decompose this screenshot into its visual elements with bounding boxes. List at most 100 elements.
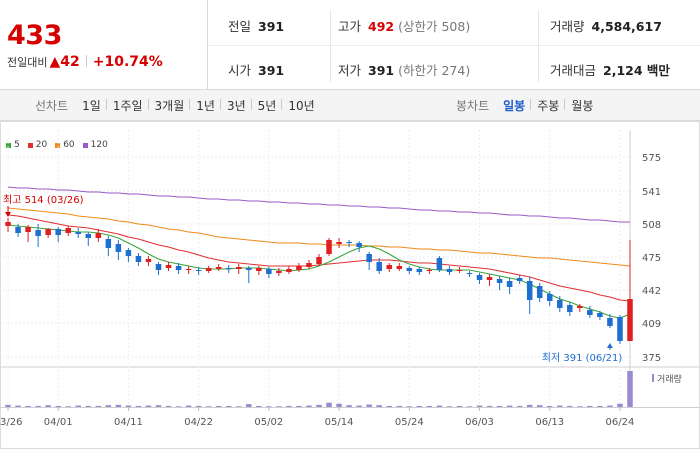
volume-bar	[35, 405, 41, 407]
volume-bar	[406, 406, 413, 407]
quote-header: 433 전일대비 ▲42 +10.74% 전일 391 고가 492 (상한가 508) …	[0, 0, 700, 90]
stat-label: 전일	[228, 19, 252, 34]
ma-legend: 5 20 60 120	[6, 140, 116, 150]
up-arrow-icon: ▲	[49, 54, 61, 70]
candle-body	[15, 227, 21, 233]
stat-low: 저가 391 (하한가 274)	[338, 60, 470, 79]
candle-body	[235, 267, 242, 269]
volume-bar	[486, 405, 493, 407]
change-percent: +10.74%	[92, 54, 163, 70]
y-tick-label: 508	[642, 220, 661, 231]
stat-label: 거래대금	[550, 63, 597, 78]
legend-ma120: 120	[82, 140, 108, 150]
candle-body	[597, 313, 603, 317]
tab-daily[interactable]: 일봉	[503, 99, 526, 113]
candle-body	[627, 299, 633, 341]
lower-limit: (하한가 274)	[398, 63, 471, 78]
x-tick-label: 03/26	[0, 417, 22, 428]
volume-bar	[446, 406, 453, 407]
candle-body	[486, 277, 493, 280]
volume-bar	[366, 404, 372, 407]
candle-body	[45, 229, 51, 235]
tab-weekly[interactable]: 주봉	[530, 97, 565, 114]
volume-bar	[597, 405, 603, 407]
candle-body	[115, 244, 122, 252]
candle-body	[466, 273, 473, 274]
candle-body	[577, 306, 583, 308]
candle-body	[195, 270, 202, 271]
candle-body	[85, 234, 92, 238]
volume-bar	[165, 405, 172, 407]
volume-bar	[5, 404, 11, 407]
volume-bar	[346, 405, 352, 407]
volume-bar	[436, 405, 443, 407]
volume-bar	[607, 405, 613, 407]
volume-bar	[276, 406, 282, 407]
volume-bar	[356, 405, 362, 407]
volume-bar	[456, 405, 463, 407]
tab-monthly[interactable]: 월봉	[564, 97, 599, 114]
divider	[330, 10, 331, 82]
change-label: 전일대비	[7, 56, 48, 69]
volume-bar	[45, 405, 51, 407]
candle-body	[536, 286, 543, 298]
candle-body	[416, 269, 423, 272]
x-tick-label: 04/22	[184, 417, 213, 428]
volume-bar	[316, 404, 322, 407]
tab-5y[interactable]: 5년	[250, 97, 283, 114]
x-axis: 03/26 04/01 04/11 04/22 05/02 05/14 05/24 06/03…	[0, 407, 634, 428]
volume-bar	[516, 405, 523, 407]
candle-body	[135, 256, 142, 262]
volume-bar	[617, 403, 623, 407]
stat-volume: 거래량 4,584,617	[550, 16, 662, 35]
volume-bar	[25, 405, 31, 407]
candle-body	[516, 278, 523, 281]
tab-1w[interactable]: 1주일	[105, 97, 149, 114]
candle-chart-title: 봉차트	[456, 99, 490, 113]
candle-body	[587, 310, 593, 315]
tab-1y[interactable]: 1년	[189, 97, 221, 114]
volume-bar	[15, 405, 21, 407]
candle-body	[225, 268, 232, 269]
y-tick-label: 575	[642, 153, 661, 164]
volume-bar	[135, 405, 142, 407]
change-row: 전일대비 ▲42 +10.74%	[7, 54, 163, 70]
candle-body	[286, 269, 292, 272]
candle-chart-tabs: 봉차트 일봉 주봉 월봉	[456, 90, 599, 121]
volume-bar	[326, 402, 332, 407]
x-tick-label: 06/13	[535, 417, 564, 428]
ma60-line	[7, 207, 631, 267]
candle-body	[205, 268, 212, 271]
candle-body	[396, 266, 403, 269]
volume-legend-swatch	[652, 374, 654, 382]
candle-body	[406, 268, 413, 271]
volume-bar	[466, 406, 473, 407]
candle-body	[456, 270, 463, 271]
candle-body	[35, 230, 41, 236]
candle-body	[316, 257, 322, 264]
candle-body	[617, 317, 623, 341]
divider	[538, 10, 539, 82]
candle-body	[386, 265, 392, 269]
tab-10y[interactable]: 10년	[281, 97, 320, 114]
x-tick-label: 05/14	[325, 417, 354, 428]
tab-3y[interactable]: 3년	[219, 97, 252, 114]
candle-body	[446, 269, 453, 272]
legend-ma60: 60	[55, 140, 75, 150]
volume-bar	[266, 406, 272, 407]
candle-body	[567, 305, 573, 312]
candles	[5, 218, 633, 344]
candle-body	[376, 262, 382, 271]
candle-body	[366, 254, 372, 262]
tab-3m[interactable]: 3개월	[147, 97, 191, 114]
stat-amount: 거래대금 2,124 백만	[550, 60, 670, 79]
candle-body	[145, 259, 152, 262]
tab-1d[interactable]: 1일	[82, 99, 101, 113]
stat-value: 391	[368, 63, 395, 78]
chart-grid	[0, 121, 700, 449]
current-price: 433	[7, 20, 62, 51]
moving-averages	[7, 186, 631, 319]
candle-body	[526, 281, 533, 300]
y-tick-label: 375	[642, 353, 661, 364]
volume-bar	[185, 405, 192, 407]
